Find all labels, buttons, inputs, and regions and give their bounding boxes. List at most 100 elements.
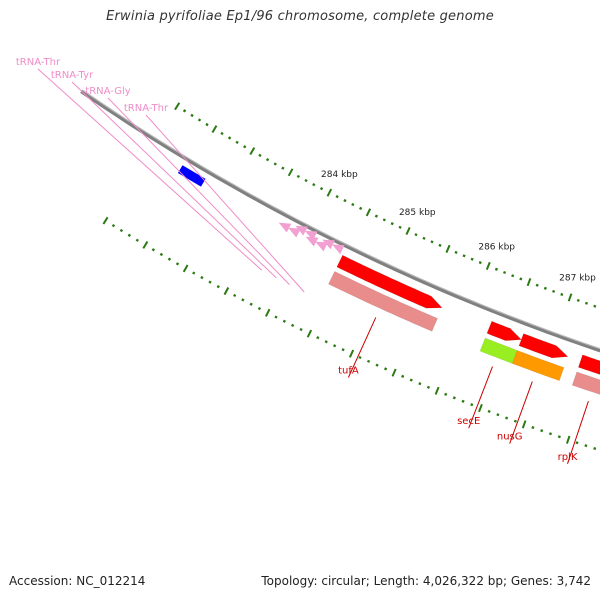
outer-major-tick [265, 308, 271, 317]
outer-minor-tick [192, 271, 196, 275]
inner-major-tick [249, 147, 256, 156]
outer-minor-tick [111, 223, 116, 228]
inner-major-tick [567, 293, 573, 302]
map-title: Erwinia pyrifoliae Ep1/96 chromosome, co… [106, 9, 494, 24]
trna-trna-thr-arrow [288, 227, 301, 238]
backbone-highlight [81, 89, 600, 350]
outer-minor-tick [208, 280, 212, 284]
outer-minor-tick [513, 419, 517, 423]
trna-label: tRNA-Tyr [51, 70, 94, 81]
outer-minor-tick [444, 392, 448, 396]
outer-major-tick [391, 368, 397, 377]
inner-minor-tick [312, 183, 316, 187]
inner-major-tick [287, 168, 294, 177]
inner-minor-tick [398, 225, 402, 229]
outer-minor-tick [531, 426, 535, 430]
inner-minor-tick [182, 109, 187, 113]
gene-label-tufa: tufA [338, 366, 359, 377]
outer-minor-tick [151, 248, 156, 252]
inner-minor-tick [351, 202, 355, 207]
gene-nusg-cds [511, 349, 565, 382]
inner-minor-tick [197, 118, 202, 122]
gene-leader-line [567, 401, 589, 464]
inner-minor-tick [227, 136, 232, 140]
trna-label: tRNA-Gly [85, 86, 130, 97]
outer-minor-tick [496, 413, 500, 417]
inner-minor-tick [319, 187, 324, 191]
outer-minor-tick [282, 319, 286, 323]
inner-minor-tick [382, 218, 386, 222]
inner-minor-tick [535, 283, 539, 287]
gene-label-rplk: rplK [558, 452, 578, 463]
inner-minor-tick [190, 113, 194, 118]
inner-minor-tick [552, 289, 556, 293]
inner-minor-tick [235, 140, 239, 144]
outer-minor-tick [257, 306, 262, 311]
outer-major-tick [142, 240, 149, 249]
inner-minor-tick [220, 131, 224, 136]
outer-major-tick [182, 264, 189, 273]
trna-leader-line [107, 97, 290, 285]
inner-minor-tick [462, 254, 466, 258]
inner-minor-tick [265, 158, 270, 162]
gene-leader-line [468, 366, 493, 429]
outer-minor-tick [505, 416, 509, 420]
trna-trna-tyr-arrow [304, 230, 318, 241]
upstream-gene-mark [177, 165, 206, 187]
inner-minor-tick [454, 250, 458, 254]
trna-label: tRNA-Thr [16, 57, 61, 68]
outer-minor-tick [426, 385, 431, 389]
outer-minor-tick [167, 257, 172, 261]
inner-minor-tick [502, 270, 507, 275]
inner-minor-tick [273, 162, 277, 166]
inner-minor-tick [296, 174, 300, 179]
gene-rplk-arrow [577, 354, 600, 375]
gene-label-sece: secE [457, 416, 480, 427]
outer-minor-tick [324, 340, 328, 344]
backbone-line [80, 89, 600, 353]
outer-minor-tick [418, 382, 422, 386]
outer-minor-tick [127, 233, 132, 238]
inner-minor-tick [258, 153, 262, 157]
inner-tick-track [174, 102, 597, 308]
inner-major-tick [445, 244, 451, 253]
outer-major-tick [434, 386, 440, 395]
gene-nusg-arrow [518, 333, 569, 359]
trna-trna-tyr-arrow [295, 225, 308, 236]
outer-major-tick [306, 329, 313, 338]
trna-trna-thr-arrow [331, 244, 345, 255]
outer-minor-tick [401, 374, 405, 378]
inner-minor-tick [511, 274, 515, 278]
outer-minor-tick [119, 228, 124, 233]
trna-leader-line [71, 81, 277, 279]
outer-minor-tick [274, 315, 278, 319]
outer-minor-tick [375, 363, 379, 367]
inner-major-tick [526, 278, 532, 287]
inner-major-tick [174, 102, 181, 111]
outer-minor-tick [333, 344, 337, 348]
inner-minor-tick [335, 195, 339, 199]
outer-minor-tick [366, 359, 371, 363]
inner-minor-tick [494, 267, 499, 271]
outer-major-tick [521, 420, 527, 429]
outer-minor-tick [384, 367, 388, 371]
inner-minor-tick [560, 292, 564, 296]
outer-tick-track [102, 216, 597, 451]
inner-minor-tick [243, 145, 247, 149]
inner-minor-tick [205, 122, 209, 127]
genome-summary: Topology: circular; Length: 4,026,322 bp… [261, 574, 591, 588]
trna-trna-gly-arrow [315, 241, 328, 252]
inner-minor-tick [390, 222, 394, 226]
inner-minor-tick [422, 236, 426, 240]
gene-tufa-arrow [336, 254, 443, 309]
outer-minor-tick [584, 444, 588, 448]
gene-leader-line [509, 381, 533, 444]
gene-label-nusg: nusG [497, 432, 523, 443]
sequence-backbone [80, 89, 600, 353]
gene-rplk-cds [571, 371, 600, 395]
trna-leader-line [37, 68, 263, 271]
outer-minor-tick [575, 441, 579, 445]
outer-major-tick [565, 435, 571, 444]
inner-minor-tick [343, 198, 347, 203]
